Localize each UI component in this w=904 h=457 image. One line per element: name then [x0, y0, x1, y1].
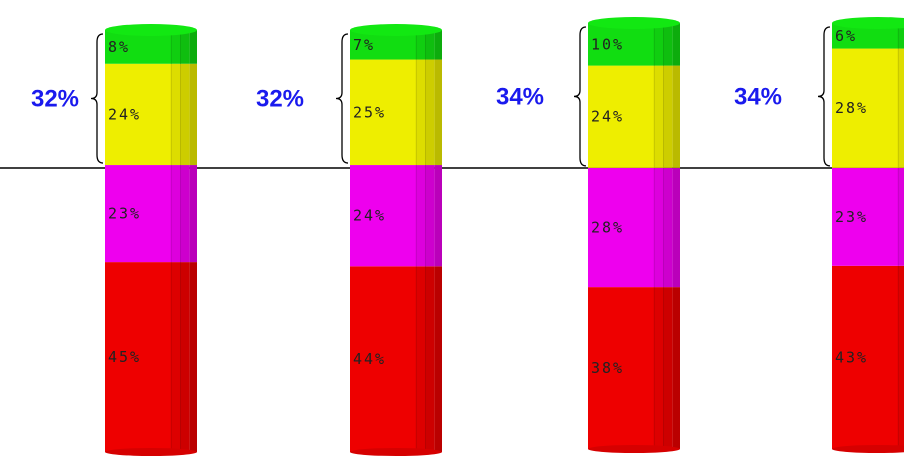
bars-layer: 45% 23% 24% 8% 32% 44% 24% 25% 7% 32% 38% 28% 24% 10%… [31, 17, 904, 456]
bar-4-segment-1-label: 43% [835, 348, 868, 366]
bar-1-segment-1-label: 45% [108, 348, 141, 366]
bar-3-brace [574, 27, 586, 166]
bar-2-segment-1-label: 44% [353, 350, 386, 368]
bar-4: 43% 23% 28% 6% 34% [734, 17, 904, 453]
bar-3-segment-3-label: 24% [591, 108, 624, 126]
bar-3-base [588, 445, 680, 453]
bar-4-brace-label: 34% [734, 83, 782, 110]
bar-3-cap [588, 17, 680, 29]
bar-4-brace [818, 27, 830, 166]
bar-3-brace-label: 34% [496, 83, 544, 110]
bar-2-base [350, 448, 442, 456]
bar-1-base [105, 448, 197, 456]
bar-2-segment-3-label: 25% [353, 103, 386, 121]
bar-2-segment-4-label: 7% [353, 36, 375, 54]
bar-1-cap [105, 24, 197, 36]
bar-2-brace-label: 32% [256, 86, 304, 113]
bar-1-segment-3-label: 24% [108, 105, 141, 123]
bar-3-segment-4-label: 10% [591, 35, 624, 53]
bar-1-segment-4-label: 8% [108, 38, 130, 56]
bar-2-cap [350, 24, 442, 36]
bar-4-segment-4-label: 6% [835, 27, 857, 45]
bar-2: 44% 24% 25% 7% 32% [256, 24, 442, 456]
bar-1-segment-2-label: 23% [108, 205, 141, 223]
bar-1-brace [91, 34, 103, 163]
bar-3-segment-1-label: 38% [591, 359, 624, 377]
bar-3: 38% 28% 24% 10% 34% [496, 17, 680, 453]
bar-1-brace-label: 32% [31, 86, 79, 113]
bar-1: 45% 23% 24% 8% 32% [31, 24, 197, 456]
bar-2-segment-2-label: 24% [353, 207, 386, 225]
bar-4-segment-3-label: 28% [835, 99, 868, 117]
bar-4-segment-2-label: 23% [835, 208, 868, 226]
bar-3-segment-2-label: 28% [591, 218, 624, 236]
bar-2-brace [336, 34, 348, 163]
